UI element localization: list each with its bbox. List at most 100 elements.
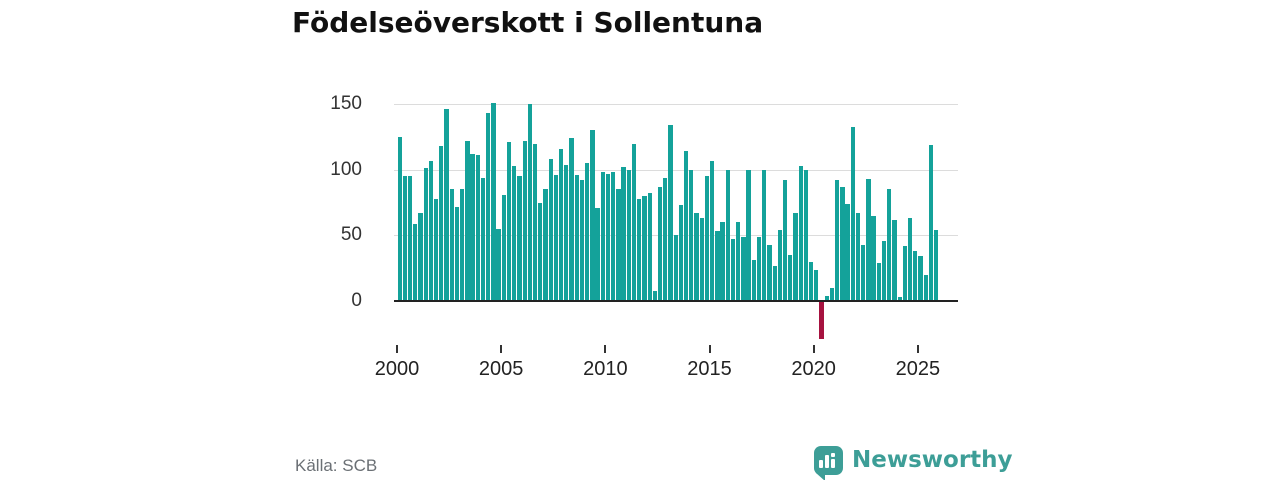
bar-q2007-3 [553, 175, 559, 301]
bar-q2023-1 [876, 262, 881, 301]
bar-q2004-3 [491, 102, 496, 301]
bar-q2023-4 [892, 219, 897, 301]
bar-q2019-1 [793, 213, 798, 301]
bar-q2009-3 [595, 207, 600, 301]
bar-q2024-4 [913, 251, 918, 301]
bar-q2006-4 [538, 202, 543, 301]
x-axis-label-2000: 2000 [374, 358, 420, 380]
bar-q2021-3 [845, 203, 850, 301]
bar-q2018-2 [777, 230, 783, 301]
bar-q2003-1 [460, 189, 465, 301]
bar-q2007-4 [558, 148, 564, 301]
bar-q2017-1 [751, 260, 756, 301]
x-tick-2025 [916, 345, 919, 353]
y-axis-label-100: 100 [330, 158, 362, 180]
x-tick-2015 [708, 345, 711, 353]
x-tick-2020 [812, 345, 815, 353]
bar-q2002-3 [449, 189, 454, 301]
bar-q2007-2 [548, 159, 553, 301]
bar-q2022-2 [861, 244, 866, 301]
bar-q2020-3 [824, 295, 829, 301]
bar-q2000-2 [402, 176, 407, 301]
bar-q2001-3 [428, 160, 434, 301]
logo-bar-2 [825, 454, 829, 468]
bar-q2011-2 [631, 143, 637, 301]
bar-q2025-3 [928, 144, 934, 301]
bar-q2005-2 [506, 142, 512, 301]
bar-q2008-1 [564, 164, 569, 301]
bar-q2010-1 [605, 173, 611, 301]
bar-q2001-2 [423, 168, 428, 301]
bar-q2003-4 [475, 155, 480, 301]
bar-q2001-4 [433, 198, 439, 301]
bar-q2024-3 [907, 218, 913, 301]
bar-q2012-4 [663, 177, 668, 301]
bar-q2019-4 [808, 261, 814, 301]
bar-q2022-4 [871, 215, 876, 301]
bar-q2016-1 [730, 239, 736, 301]
bar-q2007-1 [543, 189, 548, 301]
gridline-y-100 [394, 169, 958, 171]
bar-q2012-1 [647, 193, 652, 301]
x-axis-label-2005: 2005 [478, 358, 524, 380]
bar-q2009-4 [600, 172, 605, 301]
bar-q2020-4 [829, 287, 835, 301]
y-axis-label-50: 50 [340, 224, 362, 246]
x-axis-label-2020: 2020 [791, 358, 836, 380]
bar-q2000-4 [413, 223, 418, 301]
bar-q2022-3 [866, 178, 871, 301]
bar-q2012-2 [652, 290, 657, 301]
bar-q2023-3 [887, 189, 892, 301]
bar-q2004-1 [480, 177, 486, 301]
bar-q2006-3 [532, 143, 538, 301]
bar-q2025-4 [933, 230, 939, 301]
bar-q2016-2 [736, 222, 741, 301]
bar-q2014-3 [699, 218, 704, 301]
bar-q2016-4 [746, 169, 751, 301]
bar-q2023-2 [881, 240, 887, 301]
bar-q2008-4 [579, 180, 585, 301]
bar-q2004-2 [486, 113, 491, 301]
gridline-y-150 [394, 104, 958, 106]
brand-logo: Newsworthy [814, 443, 1013, 480]
bar-q2017-3 [762, 169, 767, 301]
newsworthy-bubble-icon [814, 445, 843, 480]
bar-q2013-1 [668, 125, 673, 301]
bar-q2002-4 [454, 206, 460, 301]
bar-q2006-2 [527, 104, 532, 301]
logo-exclamation-dot [831, 452, 835, 457]
bar-q2010-2 [611, 172, 616, 301]
bar-q2006-1 [522, 140, 527, 301]
brand-name: Newsworthy [852, 447, 1013, 473]
x-tick-2005 [500, 345, 503, 353]
bar-q2022-1 [855, 213, 861, 301]
bar-q2002-2 [444, 109, 449, 301]
bar-q2010-3 [616, 189, 621, 301]
chart-title: Födelseöverskott i Sollentuna [292, 6, 764, 39]
bar-q2003-2 [465, 140, 470, 301]
bar-q2002-1 [439, 146, 444, 301]
bar-q2005-4 [517, 176, 522, 301]
bar-q2012-3 [657, 186, 663, 301]
bar-q2014-1 [689, 169, 694, 301]
x-axis-label-2015: 2015 [687, 358, 732, 380]
x-axis-label-2025: 2025 [895, 358, 941, 380]
bar-q2018-4 [788, 255, 793, 301]
bar-q2011-3 [637, 198, 642, 301]
bar-q2024-1 [897, 297, 902, 301]
bar-q2014-2 [694, 213, 699, 301]
bar-q2010-4 [621, 167, 626, 301]
bar-q2018-1 [772, 265, 777, 301]
bar-q2005-3 [512, 165, 517, 301]
bar-q2008-2 [569, 138, 574, 301]
bar-q2004-4 [496, 228, 501, 301]
bar-q2016-3 [741, 236, 746, 301]
bar-q2021-1 [835, 180, 840, 301]
bar-q2017-4 [767, 244, 772, 301]
bar-q2001-1 [418, 213, 423, 301]
bar-q2013-3 [678, 205, 684, 301]
x-tick-2010 [604, 345, 607, 353]
logo-bar-1 [819, 459, 823, 468]
